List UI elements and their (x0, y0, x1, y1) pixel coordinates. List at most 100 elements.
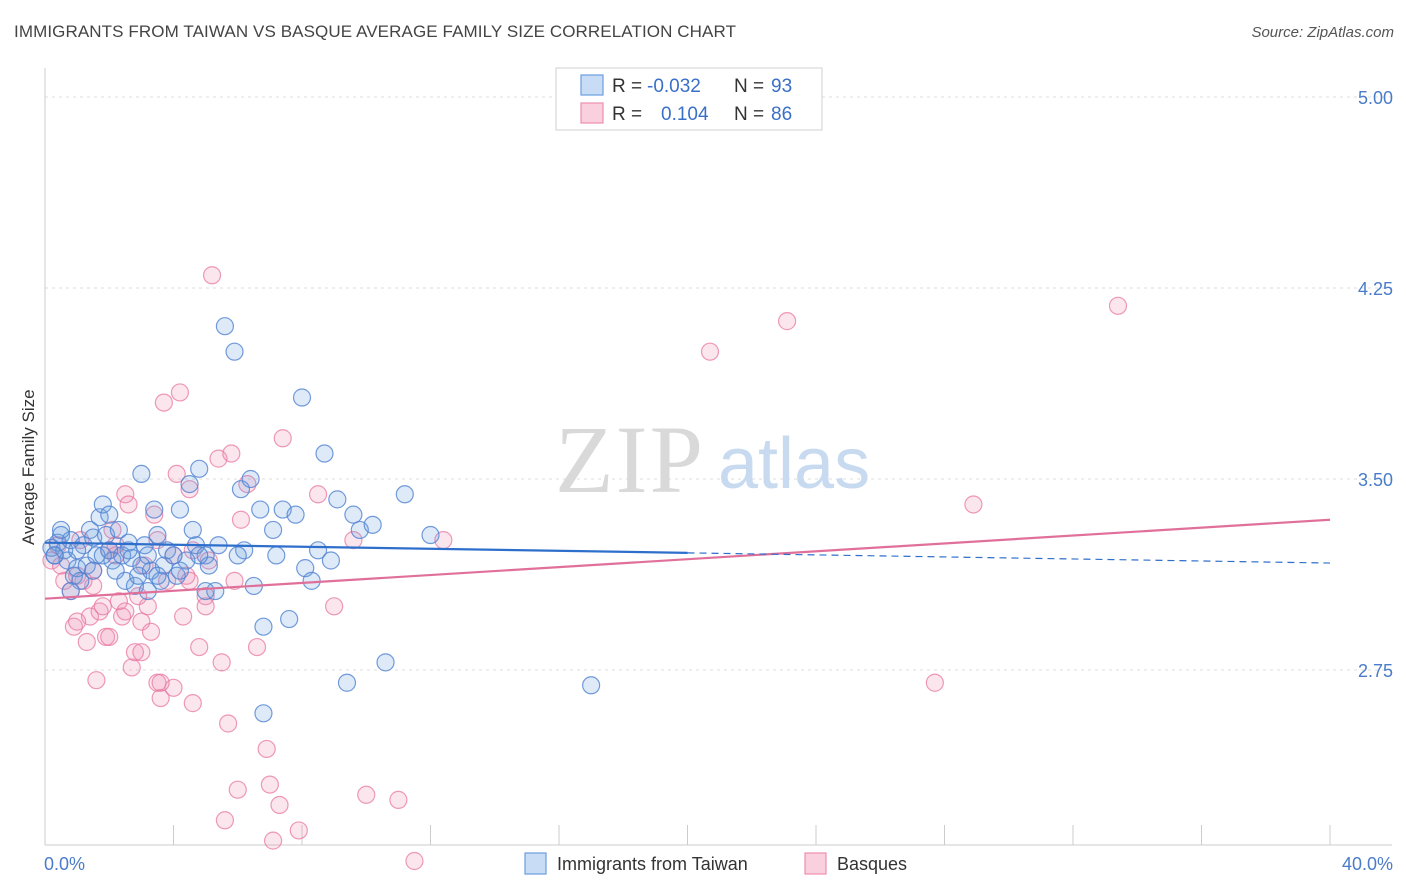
legend-n-value-2: 86 (771, 104, 792, 125)
basques-point (157, 571, 177, 590)
taiwan-point (376, 653, 395, 672)
taiwan-point (100, 505, 119, 524)
x-tick-label-1: 40.0% (1342, 854, 1393, 874)
y-tick-label-2: 4.25 (1358, 279, 1393, 299)
taiwan-point (582, 676, 601, 695)
watermark-atlas: atlas (718, 424, 870, 504)
taiwan-point (254, 617, 273, 636)
taiwan-point (138, 546, 157, 565)
taiwan-point (132, 556, 151, 575)
basques-point (154, 393, 173, 412)
basques-point (167, 464, 186, 484)
basques-point (1108, 296, 1128, 315)
basques-point (116, 485, 135, 504)
series-label-basques: Basques (837, 854, 907, 874)
basques-point (90, 602, 109, 621)
basques-point (138, 597, 157, 616)
taiwan-point (151, 571, 170, 590)
taiwan-point (68, 541, 87, 560)
taiwan-point (148, 566, 167, 585)
taiwan-point (55, 541, 74, 560)
correlation-legend: R = -0.032 N = 93 R = 0.104 N = 86 (555, 67, 823, 131)
basques-point (77, 632, 96, 652)
taiwan-point (225, 342, 244, 361)
legend-r-value-1: -0.032 (647, 76, 701, 97)
watermark-zip: ZIP (555, 406, 705, 513)
basques-point (273, 429, 292, 448)
basques-trend-line (44, 518, 1331, 600)
basques-point (289, 821, 308, 840)
basques-point (151, 673, 170, 692)
basques-point (112, 607, 132, 626)
taiwan-point (145, 500, 164, 519)
basques-point (93, 597, 112, 616)
taiwan-point (363, 515, 382, 534)
basques-point (122, 658, 141, 677)
taiwan-point (215, 317, 234, 336)
basques-point (777, 312, 797, 331)
taiwan-point (344, 505, 363, 524)
basques-point (212, 653, 231, 672)
basques-point (405, 851, 424, 871)
basques-point (308, 485, 328, 504)
legend-n-value-1: 93 (771, 76, 792, 97)
taiwan-point (148, 525, 167, 545)
basques-point (225, 571, 244, 590)
taiwan-point (51, 520, 71, 540)
taiwan-point (93, 546, 112, 565)
chart-title: IMMIGRANTS FROM TAIWAN VS BASQUE AVERAGE… (14, 22, 737, 41)
taiwan-trend-line (44, 541, 688, 554)
taiwan-point (315, 444, 334, 463)
taiwan-point (228, 546, 247, 565)
legend-r-value-2: 0.104 (661, 104, 709, 125)
taiwan-point (395, 485, 414, 504)
basques-point (964, 495, 983, 514)
taiwan-point (421, 525, 440, 545)
basques-point (925, 673, 944, 692)
basques-point (174, 607, 193, 626)
taiwan-point (132, 464, 151, 484)
basques-point (116, 602, 135, 621)
legend-swatch-blue (580, 74, 604, 96)
basques-point (325, 597, 344, 616)
taiwan-point (190, 546, 209, 565)
basques-point (183, 694, 202, 713)
basques-point (219, 714, 238, 733)
basques-point (190, 637, 209, 657)
basques-point (64, 617, 84, 636)
basques-point (125, 643, 145, 662)
basques-point (700, 342, 720, 361)
taiwan-point (167, 566, 186, 585)
y-tick-label-1: 3.50 (1358, 470, 1393, 490)
taiwan-point (61, 581, 80, 601)
basques-point (151, 688, 170, 708)
taiwan-point (180, 474, 199, 494)
basques-point (215, 811, 234, 830)
taiwan-point (170, 500, 190, 519)
source-credit: Source: ZipAtlas.com (1251, 24, 1394, 41)
trend-lines (44, 518, 1331, 600)
y-tick-labels: 2.75 3.50 4.25 5.00 (1358, 88, 1393, 681)
taiwan-point (292, 388, 312, 407)
basques-point (42, 551, 61, 570)
basques-point (231, 510, 251, 529)
series-swatch-basques (804, 852, 827, 875)
legend-swatch-pink (580, 102, 604, 124)
basques-point (222, 444, 241, 463)
taiwan-point (286, 505, 305, 524)
basques-point (260, 775, 279, 794)
taiwan-point (321, 551, 341, 570)
taiwan-point (337, 673, 357, 692)
taiwan-point (103, 551, 122, 570)
x-tick-labels: 0.0% 40.0% (44, 854, 1393, 874)
basques-point (389, 790, 408, 809)
taiwan-point (328, 490, 347, 509)
basques-point (119, 495, 138, 514)
basques-point (263, 831, 283, 850)
taiwan-point (267, 546, 286, 565)
legend-r-label-1: R = (612, 76, 642, 97)
basques-point (132, 643, 151, 662)
taiwan-point (280, 609, 299, 629)
basques-point (145, 505, 164, 524)
